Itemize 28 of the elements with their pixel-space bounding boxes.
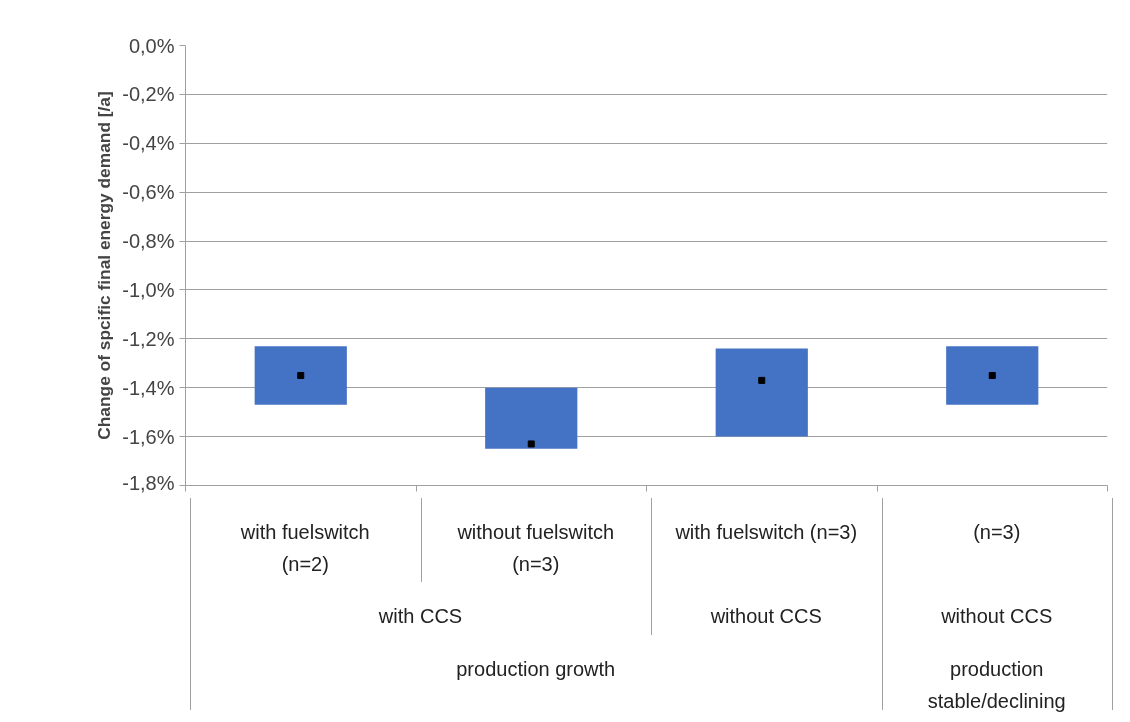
y-tick-label: -1,0% — [122, 278, 175, 301]
text: without CCS — [940, 604, 1054, 629]
y-tick-label: -1,6% — [122, 425, 175, 448]
x-tick-label: without fuelswitch (n=3) — [456, 520, 616, 577]
bar — [715, 348, 808, 437]
y-tick-label: 0,0% — [128, 34, 175, 57]
bar — [254, 346, 347, 405]
text: production growth — [455, 657, 617, 682]
text: without CCS — [709, 604, 823, 629]
x-tick-label: with fuelswitch (n=2) — [239, 520, 371, 577]
x-tick-label: (n=3) — [972, 520, 1022, 545]
point — [297, 372, 305, 379]
y-tick-label: -0,6% — [122, 181, 175, 204]
y-tick-label: -0,8% — [122, 230, 175, 253]
point — [527, 440, 535, 448]
y-tick-label: -0,2% — [122, 83, 175, 106]
y-tick-label: -1,2% — [122, 327, 175, 350]
y-tick-label: -1,8% — [122, 471, 175, 494]
point — [758, 376, 766, 384]
y-tick-label: -0,4% — [122, 132, 175, 155]
y-axis-title: Change of spcific final energy demand [/a] — [94, 91, 115, 440]
text: production stable/declining — [926, 657, 1067, 714]
x-tick-label: with fuelswitch (n=3) — [674, 520, 859, 545]
bar — [946, 346, 1039, 405]
y-tick-label: -1,4% — [122, 376, 175, 399]
point — [988, 372, 996, 379]
bar — [485, 387, 578, 449]
text: with CCS — [377, 604, 464, 629]
